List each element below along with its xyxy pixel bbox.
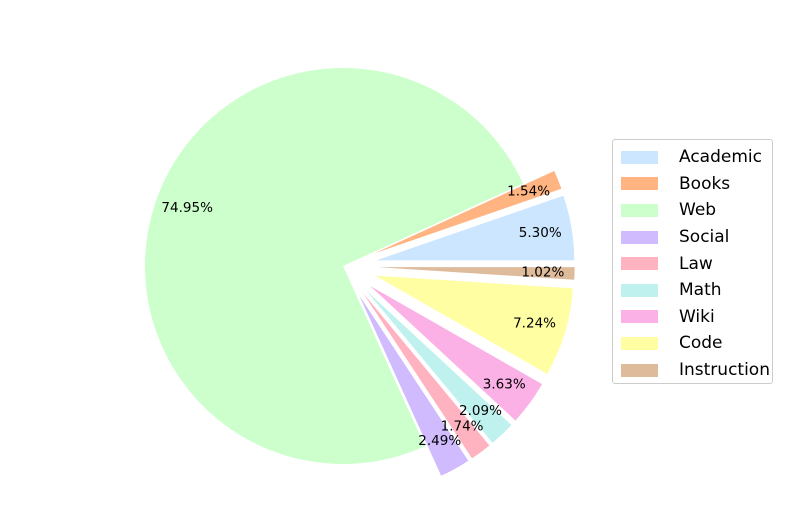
slice-wiki	[370, 285, 543, 421]
legend-label: Math	[679, 280, 722, 301]
slice-law	[363, 293, 490, 459]
pct-label-law: 1.74%	[441, 419, 484, 435]
legend-swatch	[621, 177, 658, 191]
slice-math	[366, 290, 512, 443]
legend-item-academic: Academic	[613, 144, 772, 171]
legend-label: Social	[679, 227, 730, 248]
legend-swatch	[621, 203, 658, 217]
legend-item-law: Law	[613, 250, 772, 277]
legend-swatch	[621, 150, 658, 164]
slice-academic	[376, 195, 575, 261]
pct-label-academic: 5.30%	[519, 225, 562, 241]
pie-labels: 5.30% 1.54% 74.95% 2.49%1.74%2.09% 3.63% 7.24…	[161, 184, 564, 449]
legend-label: Wiki	[679, 306, 715, 327]
pct-label-math: 2.09%	[459, 403, 502, 419]
legend-item-web: Web	[613, 197, 772, 224]
legend-swatch	[621, 230, 658, 244]
pie-slices	[144, 68, 575, 476]
legend: Academic Books Web Social Law Math Wiki Code Ins…	[612, 139, 773, 384]
slice-code	[375, 275, 573, 374]
legend-item-wiki: Wiki	[613, 304, 772, 331]
pct-label-social: 2.49%	[418, 433, 461, 449]
pct-label-instruction: 1.02%	[521, 264, 564, 280]
legend-item-math: Math	[613, 277, 772, 304]
slice-instruction	[376, 267, 575, 280]
pct-label-wiki: 3.63%	[483, 376, 526, 392]
legend-label: Law	[679, 253, 713, 274]
slice-web	[144, 68, 523, 465]
legend-swatch	[621, 310, 658, 324]
slice-social	[359, 295, 469, 476]
legend-swatch	[621, 363, 658, 377]
legend-item-instruction: Instruction	[613, 357, 772, 384]
pct-label-web: 74.95%	[161, 200, 213, 216]
pct-label-books: 1.54%	[507, 184, 550, 200]
legend-label: Code	[679, 333, 723, 354]
slice-books	[374, 170, 562, 254]
legend-swatch	[621, 336, 658, 350]
pct-label-code: 7.24%	[513, 315, 556, 331]
legend-swatch	[621, 257, 658, 271]
legend-label: Academic	[679, 147, 762, 168]
legend-swatch	[621, 283, 658, 297]
legend-item-social: Social	[613, 224, 772, 251]
legend-item-books: Books	[613, 171, 772, 198]
legend-label: Instruction	[679, 360, 770, 381]
legend-item-code: Code	[613, 330, 772, 357]
legend-label: Web	[679, 200, 717, 221]
legend-label: Books	[679, 173, 731, 194]
